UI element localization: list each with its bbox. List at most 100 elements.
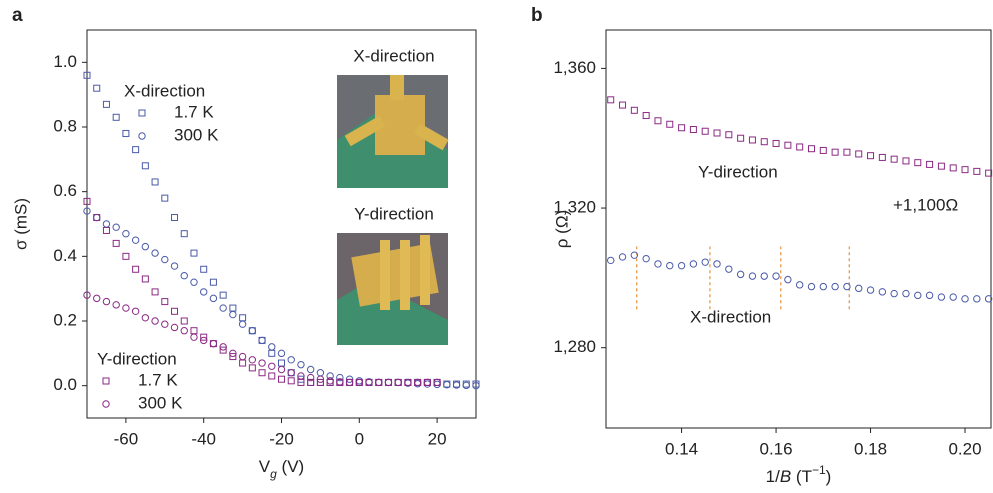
- marker: [355, 378, 363, 387]
- marker: [287, 377, 295, 385]
- marker: [914, 291, 922, 300]
- marker: [914, 159, 922, 167]
- marker: [306, 373, 315, 382]
- marker: [258, 359, 266, 367]
- marker: [93, 84, 101, 92]
- x-tick-label: -20: [269, 429, 294, 448]
- marker: [258, 336, 266, 345]
- marker: [819, 146, 827, 154]
- marker: [209, 294, 218, 303]
- marker: [619, 101, 627, 109]
- marker: [443, 380, 451, 389]
- legend-title: X-direction: [124, 81, 205, 100]
- marker: [83, 207, 91, 215]
- marker: [277, 349, 286, 358]
- marker: [229, 353, 237, 361]
- x-tick-label: 0.18: [854, 439, 887, 458]
- marker: [180, 230, 188, 238]
- marker: [902, 157, 910, 165]
- marker: [784, 275, 792, 284]
- marker: [677, 261, 686, 270]
- x-axis-label-part: g: [270, 467, 277, 481]
- marker: [961, 295, 969, 303]
- marker: [433, 378, 441, 387]
- marker: [190, 327, 198, 335]
- marker: [161, 298, 169, 306]
- marker: [607, 256, 615, 265]
- marker: [219, 343, 227, 351]
- y-axis-label: σ (mS): [11, 198, 30, 250]
- annotation: +1,100Ω: [893, 195, 958, 214]
- marker: [102, 226, 110, 234]
- marker: [229, 310, 237, 319]
- marker: [642, 112, 650, 120]
- marker: [132, 146, 140, 154]
- series: [83, 291, 441, 387]
- marker: [984, 295, 993, 303]
- x-axis-label-part: V: [259, 457, 271, 476]
- marker: [713, 129, 721, 137]
- y-tick-label: 0.0: [53, 375, 77, 394]
- marker: [867, 152, 875, 160]
- x-tick-label: 0.20: [948, 439, 981, 458]
- marker: [238, 352, 247, 361]
- marker: [326, 377, 334, 385]
- marker: [112, 301, 120, 309]
- marker: [890, 155, 898, 163]
- marker: [190, 333, 198, 341]
- marker: [961, 166, 969, 174]
- marker: [795, 281, 804, 289]
- marker: [336, 378, 344, 386]
- legend-marker: [102, 377, 110, 385]
- marker: [229, 349, 237, 358]
- series: [607, 96, 993, 177]
- marker: [131, 307, 140, 315]
- marker: [209, 278, 217, 286]
- marker: [93, 213, 101, 222]
- marker: [229, 304, 237, 312]
- x-tick-label: 20: [428, 429, 447, 448]
- marker: [93, 294, 101, 303]
- marker: [112, 223, 120, 231]
- inset-y: [337, 233, 448, 345]
- marker: [365, 378, 373, 387]
- marker: [307, 378, 315, 386]
- y-tick-label: 0.6: [53, 181, 77, 200]
- marker: [678, 124, 686, 132]
- marker: [83, 197, 91, 205]
- marker: [772, 139, 780, 147]
- marker: [666, 120, 674, 128]
- legend-marker: [102, 400, 110, 408]
- marker: [701, 127, 709, 135]
- marker: [326, 378, 334, 386]
- inset-label: Y-direction: [354, 204, 434, 223]
- marker: [423, 378, 432, 387]
- marker: [316, 378, 324, 386]
- marker: [336, 373, 344, 382]
- marker: [248, 356, 257, 364]
- marker: [666, 261, 674, 270]
- x-tick-label: -60: [114, 429, 139, 448]
- marker: [131, 236, 140, 244]
- marker: [209, 339, 218, 348]
- legend-label: 300 K: [174, 125, 219, 144]
- marker: [796, 143, 804, 151]
- marker: [607, 96, 615, 104]
- marker: [122, 230, 130, 238]
- annotation: Y-direction: [698, 162, 778, 181]
- marker: [170, 262, 179, 270]
- y-tick-label: 0.4: [53, 246, 77, 265]
- plot-frame: [605, 29, 992, 429]
- marker: [122, 129, 130, 137]
- marker: [238, 320, 247, 328]
- marker: [219, 291, 227, 299]
- marker: [843, 282, 851, 291]
- marker: [141, 162, 149, 170]
- marker: [278, 375, 285, 383]
- x-axis-label-part: B: [780, 467, 791, 486]
- marker: [701, 258, 709, 266]
- marker: [83, 291, 91, 299]
- marker: [973, 167, 981, 175]
- marker: [171, 214, 179, 222]
